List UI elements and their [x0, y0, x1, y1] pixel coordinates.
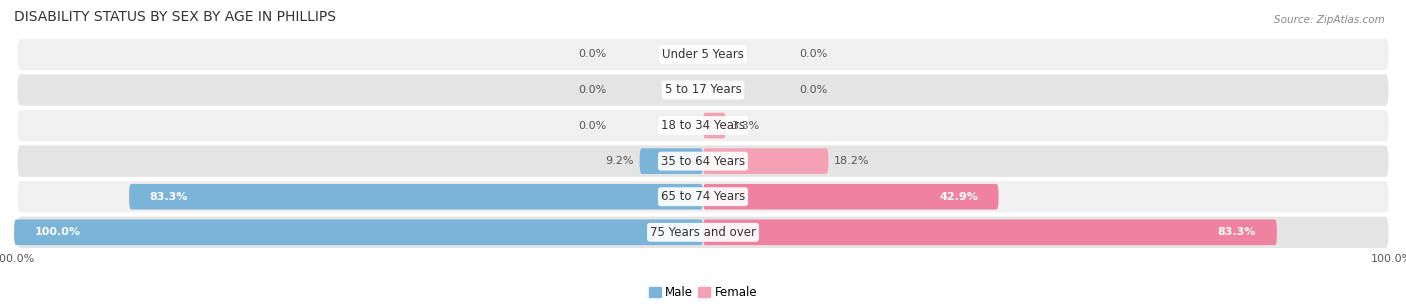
Legend: Male, Female: Male, Female: [644, 282, 762, 304]
FancyBboxPatch shape: [703, 184, 998, 210]
FancyBboxPatch shape: [703, 113, 725, 138]
FancyBboxPatch shape: [703, 148, 828, 174]
FancyBboxPatch shape: [703, 220, 1277, 245]
FancyBboxPatch shape: [17, 110, 1389, 141]
Text: Under 5 Years: Under 5 Years: [662, 48, 744, 61]
FancyBboxPatch shape: [17, 39, 1389, 70]
Text: 83.3%: 83.3%: [150, 192, 188, 202]
Text: 0.0%: 0.0%: [578, 85, 606, 95]
Text: 9.2%: 9.2%: [606, 156, 634, 166]
Text: Source: ZipAtlas.com: Source: ZipAtlas.com: [1274, 15, 1385, 25]
FancyBboxPatch shape: [14, 220, 703, 245]
FancyBboxPatch shape: [17, 74, 1389, 106]
Text: 0.0%: 0.0%: [800, 85, 828, 95]
Text: DISABILITY STATUS BY SEX BY AGE IN PHILLIPS: DISABILITY STATUS BY SEX BY AGE IN PHILL…: [14, 10, 336, 24]
FancyBboxPatch shape: [640, 148, 703, 174]
FancyBboxPatch shape: [17, 145, 1389, 177]
Text: 75 Years and over: 75 Years and over: [650, 226, 756, 239]
Text: 18 to 34 Years: 18 to 34 Years: [661, 119, 745, 132]
Text: 35 to 64 Years: 35 to 64 Years: [661, 155, 745, 168]
Text: 65 to 74 Years: 65 to 74 Years: [661, 190, 745, 203]
FancyBboxPatch shape: [129, 184, 703, 210]
FancyBboxPatch shape: [17, 181, 1389, 212]
Text: 0.0%: 0.0%: [578, 49, 606, 59]
Text: 0.0%: 0.0%: [800, 49, 828, 59]
Text: 0.0%: 0.0%: [578, 120, 606, 131]
Text: 5 to 17 Years: 5 to 17 Years: [665, 84, 741, 96]
FancyBboxPatch shape: [17, 217, 1389, 248]
Text: 100.0%: 100.0%: [35, 227, 80, 237]
Text: 18.2%: 18.2%: [834, 156, 869, 166]
Text: 3.3%: 3.3%: [731, 120, 759, 131]
Text: 42.9%: 42.9%: [939, 192, 979, 202]
Text: 83.3%: 83.3%: [1218, 227, 1256, 237]
